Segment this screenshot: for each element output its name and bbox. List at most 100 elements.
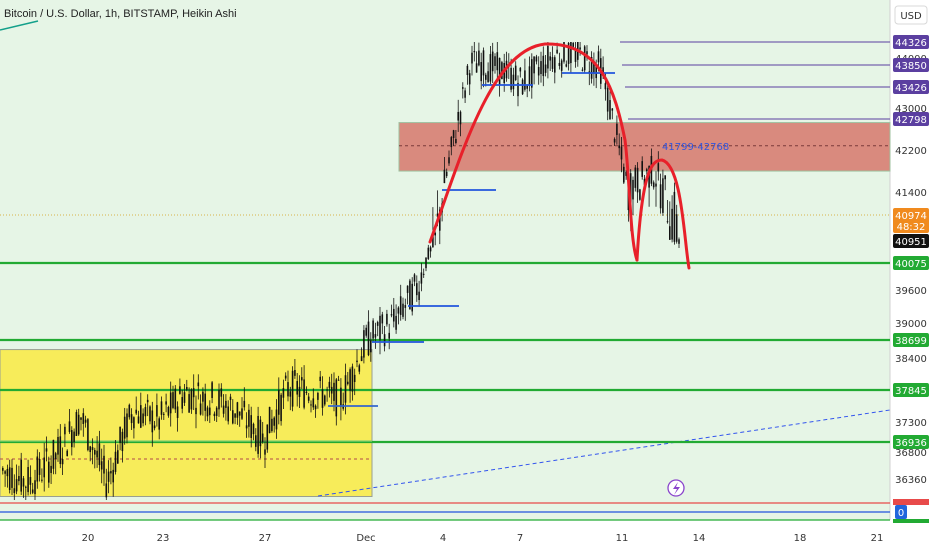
currency-button[interactable]: [894, 5, 928, 25]
candle-115: [266, 424, 269, 450]
price-tag-label-1: 43850: [895, 61, 927, 72]
candle-49: [114, 451, 117, 472]
candle-157: [363, 330, 365, 358]
price-tag-7[interactable]: [893, 435, 929, 449]
indicator-badge-green: [893, 519, 929, 523]
candle-7: [18, 475, 20, 482]
price-tag-3[interactable]: [893, 112, 929, 126]
price-tag-5[interactable]: [893, 333, 929, 347]
price-tag-2[interactable]: [893, 80, 929, 94]
candle-181: [418, 291, 420, 301]
candle-23: [54, 453, 57, 460]
candle-254: [586, 51, 588, 55]
candle-101: [234, 413, 236, 418]
candle-178: [411, 283, 413, 312]
candle-144: [333, 382, 335, 401]
candle-263: [606, 88, 609, 112]
candle-236: [544, 64, 547, 73]
candle-199: [459, 111, 462, 125]
volume-badge[interactable]: [895, 505, 907, 519]
candle-58: [135, 409, 137, 414]
price-tag-0[interactable]: [893, 35, 929, 49]
resistance-zone[interactable]: [398, 122, 891, 172]
arc-small[interactable]: [635, 158, 691, 270]
candle-283: [652, 182, 655, 188]
candle-160: [370, 340, 372, 353]
candle-203: [468, 73, 471, 85]
candle-46: [107, 471, 110, 482]
candle-17: [41, 479, 43, 481]
candle-2: [6, 469, 9, 477]
volume-badge-value: 0: [898, 508, 904, 519]
price-tag-label-5: 38699: [895, 336, 927, 347]
candle-18: [43, 457, 45, 478]
candle-243: [560, 60, 563, 71]
candle-77: [179, 386, 181, 394]
candle-103: [238, 411, 241, 416]
candle-224: [517, 82, 519, 97]
support-zone[interactable]: [0, 349, 373, 497]
candle-168: [388, 332, 390, 339]
candle-268: [618, 145, 620, 149]
candle-280: [646, 169, 648, 172]
candle-174: [402, 303, 404, 317]
candle-52: [121, 431, 124, 452]
candle-201: [464, 90, 466, 98]
candle-145: [335, 379, 338, 417]
candle-111: [257, 415, 259, 454]
candle-221: [510, 67, 512, 90]
candle-136: [314, 405, 317, 410]
candle-4: [11, 467, 13, 488]
candle-258: [595, 65, 597, 79]
candle-132: [305, 391, 308, 393]
candle-170: [393, 308, 395, 322]
candle-193: [445, 171, 448, 177]
candle-291: [671, 208, 673, 240]
time-tick-label-4: 4: [440, 533, 446, 544]
price-tick-label-9: 36360: [895, 475, 927, 486]
candle-6: [15, 479, 18, 492]
candle-83: [192, 388, 195, 398]
candle-277: [639, 189, 641, 200]
candle-275: [634, 167, 637, 188]
time-tick-label-9: 21: [871, 533, 884, 544]
candle-232: [535, 56, 538, 62]
candle-113: [261, 433, 264, 442]
candle-128: [296, 381, 298, 395]
candle-104: [241, 408, 243, 419]
candle-90: [209, 407, 211, 416]
candle-126: [291, 370, 294, 407]
candle-262: [604, 83, 607, 90]
trendline[interactable]: [317, 409, 891, 497]
candle-183: [422, 273, 425, 275]
candle-45: [105, 483, 108, 498]
candle-55: [128, 404, 131, 418]
candle-21: [50, 465, 52, 474]
candle-251: [579, 47, 581, 50]
price-tag-1[interactable]: [893, 58, 929, 72]
candle-48: [112, 469, 114, 483]
candle-152: [351, 366, 354, 392]
arc-main[interactable]: [428, 42, 639, 262]
price-tick-label-7: 37300: [895, 418, 927, 429]
price-tag-label-4: 40075: [895, 259, 927, 270]
candle-264: [609, 100, 611, 120]
candle-239: [551, 57, 554, 69]
candle-86: [199, 403, 202, 415]
candle-79: [183, 392, 186, 403]
time-axis-background: [0, 520, 890, 550]
candle-133: [307, 396, 310, 401]
price-tag-6[interactable]: [893, 383, 929, 397]
candle-34: [80, 417, 82, 420]
candle-155: [358, 365, 361, 372]
candle-9: [22, 478, 25, 487]
time-tick-label-2: 27: [259, 533, 272, 544]
candle-288: [664, 175, 666, 180]
candle-124: [287, 382, 289, 397]
candle-68: [158, 418, 160, 430]
price-tag-4[interactable]: [893, 256, 929, 270]
candle-242: [558, 62, 561, 66]
candle-36: [84, 419, 87, 423]
current-price-badge[interactable]: [893, 208, 929, 233]
